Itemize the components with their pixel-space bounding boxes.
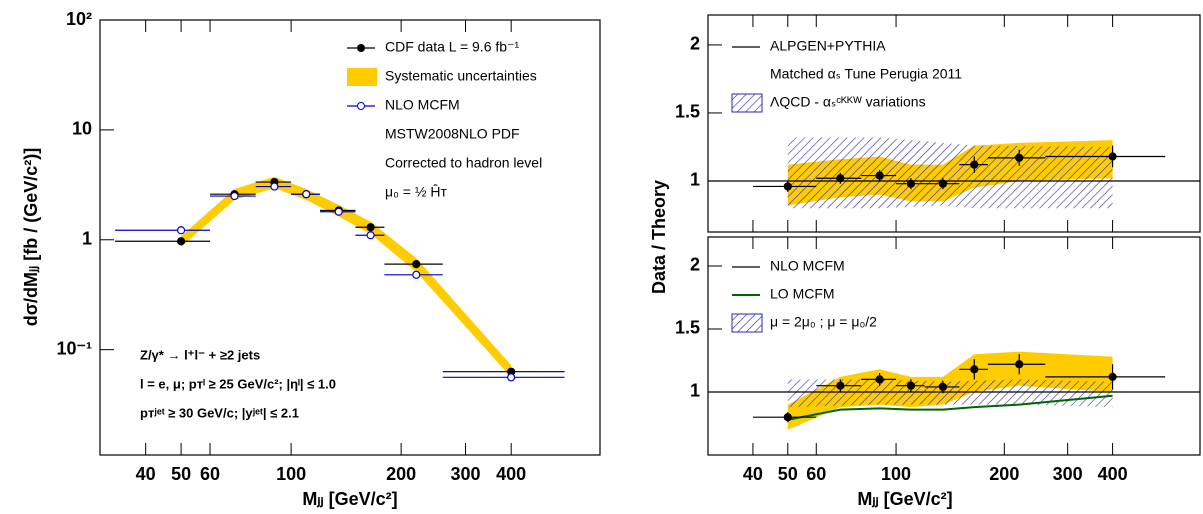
x-tick-label: 40 <box>743 464 763 484</box>
data-point <box>970 365 979 374</box>
data-point <box>412 270 421 279</box>
y-tick-label: 10² <box>66 9 92 29</box>
data-point <box>1108 372 1117 381</box>
x-tick-label: 60 <box>806 464 826 484</box>
legend-note: MSTW2008NLO PDF <box>385 126 520 142</box>
plot-frame <box>99 19 601 456</box>
theory-line <box>787 394 1113 421</box>
y-tick-label: 1 <box>690 381 700 401</box>
annotation: pᴛʲᵉᵗ ≥ 30 GeV/c; |yʲᵉᵗ| ≤ 2.1 <box>140 405 299 420</box>
data-point <box>783 182 792 191</box>
data-point <box>1015 153 1024 162</box>
x-tick-label: 100 <box>276 464 306 484</box>
data-point <box>176 226 186 235</box>
x-tick-label: 50 <box>778 464 798 484</box>
legend-symbol <box>731 313 763 333</box>
x-tick-label: 100 <box>881 464 911 484</box>
data-point <box>938 179 948 188</box>
data-point <box>366 231 375 240</box>
x-tick-label: 200 <box>386 464 416 484</box>
legend-label: LO MCFM <box>770 286 835 302</box>
data-point <box>1108 152 1117 161</box>
x-tick-label: 40 <box>136 464 156 484</box>
data-point <box>906 381 916 390</box>
data-point <box>938 382 948 392</box>
y-tick-label: 1 <box>82 229 92 249</box>
y-tick-label: 1 <box>690 170 700 190</box>
data-point <box>270 182 279 191</box>
annotation: l = e, μ; pᴛˡ ≥ 25 GeV/c²; |ηˡ| ≤ 1.0 <box>140 376 336 391</box>
data-point <box>176 237 186 246</box>
data-point <box>334 207 343 216</box>
x-tick-label: 60 <box>200 464 220 484</box>
x-axis-title: Mⱼⱼ [GeV/c²] <box>302 489 397 509</box>
data-point <box>230 191 239 201</box>
y-tick-label: 1.5 <box>675 318 700 338</box>
legend-note: μ₀ = ½ Ĥᴛ <box>385 184 448 200</box>
legend-symbol <box>357 44 365 52</box>
y-tick-label: 1.5 <box>675 102 700 122</box>
variation-band <box>787 379 1113 408</box>
data-point <box>302 190 311 199</box>
legend-label: Systematic uncertainties <box>385 68 537 84</box>
x-tick-label: 300 <box>1053 464 1083 484</box>
x-tick-label: 300 <box>450 464 480 484</box>
y-tick-label: 10⁻¹ <box>56 338 92 358</box>
data-point <box>836 174 845 183</box>
legend-note: Corrected to hadron level <box>385 155 542 171</box>
plot-frame <box>707 14 1201 233</box>
legend-symbol <box>357 102 365 110</box>
legend-symbol <box>731 93 763 113</box>
legend-label: NLO MCFM <box>385 97 460 113</box>
data-point <box>783 413 792 422</box>
y-tick-label: 10 <box>72 119 92 139</box>
legend-note: Matched αₛ Tune Perugia 2011 <box>770 66 962 82</box>
legend-label: μ = 2μ₀ ; μ = μ₀/2 <box>770 314 877 330</box>
legend-label: ALPGEN+PYTHIA <box>770 38 886 54</box>
y-tick-label: 2 <box>690 255 700 275</box>
data-point <box>970 160 979 169</box>
uncertainty-band <box>181 176 512 378</box>
legend-label: NLO MCFM <box>770 258 845 274</box>
data-point <box>1015 360 1024 369</box>
y-tick-label: 2 <box>690 34 700 54</box>
annotation: Z/γ* → l⁺l⁻ + ≥2 jets <box>140 347 260 362</box>
x-tick-label: 50 <box>171 464 191 484</box>
data-point <box>366 223 375 232</box>
plot-frame <box>707 236 1201 456</box>
legend-label: ΛQCD - αₛᶜᴷᴷᵂ variations <box>770 94 926 110</box>
x-tick-label: 400 <box>1098 464 1128 484</box>
x-tick-label: 200 <box>989 464 1019 484</box>
variation-band <box>787 137 1113 209</box>
x-tick-label: 400 <box>496 464 526 484</box>
y-axis-title: dσ/dMⱼⱼ [fb / (GeV/c²)] <box>21 148 41 327</box>
legend-label: CDF data L = 9.6 fb⁻¹ <box>385 39 519 55</box>
data-point <box>507 373 516 382</box>
y-axis-title: Data / Theory <box>649 180 669 294</box>
data-point <box>906 179 916 188</box>
x-axis-title: Mⱼⱼ [GeV/c²] <box>857 489 952 509</box>
legend-symbol <box>347 68 377 86</box>
data-point <box>836 381 845 390</box>
data-point <box>875 375 884 384</box>
data-point <box>412 260 421 269</box>
data-point <box>875 171 884 180</box>
